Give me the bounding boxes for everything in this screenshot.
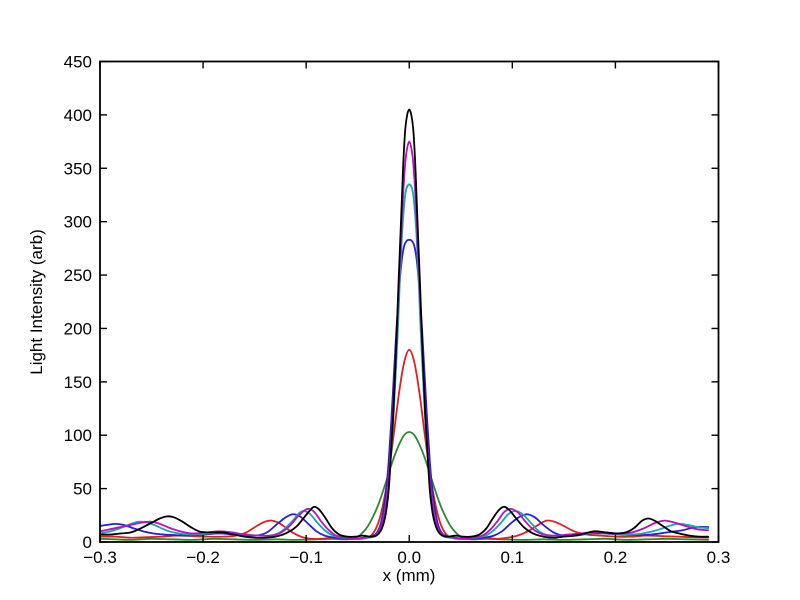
x-tick-label: 0.2 <box>604 548 628 567</box>
y-tick-label: 250 <box>64 266 92 285</box>
y-tick-label: 400 <box>64 106 92 125</box>
plot-frame-group <box>99 60 720 543</box>
series-magenta <box>100 140 710 540</box>
x-tick-label: 0.3 <box>707 548 731 567</box>
series-red <box>100 348 710 540</box>
plot-series-group <box>100 108 710 541</box>
x-tick-label: 0.1 <box>501 548 525 567</box>
y-tick-label: 450 <box>64 53 92 72</box>
y-tick-label: 0 <box>83 533 92 552</box>
y-tick-label: 150 <box>64 373 92 392</box>
x-tick-label: −0.3 <box>83 548 117 567</box>
x-tick-label: 0.0 <box>397 548 421 567</box>
x-axis-label: x (mm) <box>383 566 436 585</box>
y-tick-label: 50 <box>73 480 92 499</box>
plot-frame <box>99 60 720 543</box>
y-tick-label: 350 <box>64 159 92 178</box>
y-tick-label: 200 <box>64 319 92 338</box>
y-tick-label: 300 <box>64 213 92 232</box>
x-tick-label: −0.2 <box>186 548 220 567</box>
series-green <box>100 431 710 541</box>
y-tick-label: 100 <box>64 426 92 445</box>
plot-ticklabels-group: −0.3 −0.2 −0.1 0.0 0.1 0.2 0.3 0 50 100 150 200 250 3… <box>64 53 731 568</box>
series-blue <box>100 238 710 540</box>
plot-ticks-group <box>99 60 720 543</box>
series-black <box>100 108 710 539</box>
y-axis-label: Light Intensity (arb) <box>27 229 46 375</box>
x-tick-label: −0.1 <box>289 548 323 567</box>
